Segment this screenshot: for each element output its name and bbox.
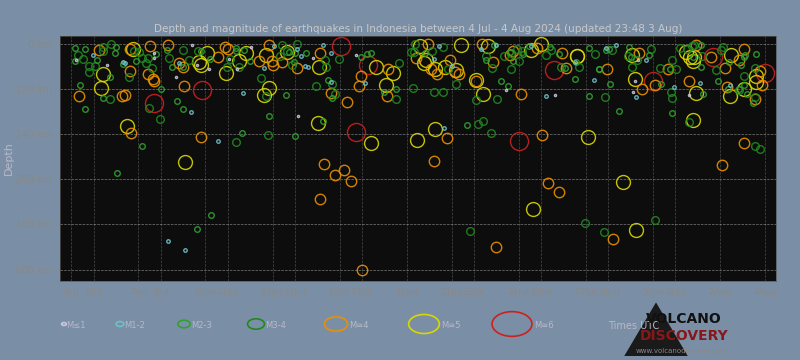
Y-axis label: Depth: Depth (4, 141, 14, 175)
Text: VOLCANO: VOLCANO (646, 312, 722, 325)
Polygon shape (624, 302, 688, 356)
Text: M≅4: M≅4 (349, 321, 369, 330)
Text: M3-4: M3-4 (266, 321, 286, 330)
Text: DISCOVERY: DISCOVERY (640, 329, 728, 342)
Text: M2-3: M2-3 (191, 321, 212, 330)
Text: Times UTC: Times UTC (608, 321, 659, 331)
Title: Depth and magnitude of earthquakes in Indonesia between 4 Jul - 4 Aug 2024 (upda: Depth and magnitude of earthquakes in In… (154, 24, 682, 34)
Text: M≅5: M≅5 (442, 321, 461, 330)
Text: M≤1: M≤1 (66, 321, 86, 330)
Text: M1-2: M1-2 (124, 321, 145, 330)
Text: www.volcanodiscovery.com: www.volcanodiscovery.com (636, 348, 732, 354)
Text: M≅6: M≅6 (534, 321, 554, 330)
